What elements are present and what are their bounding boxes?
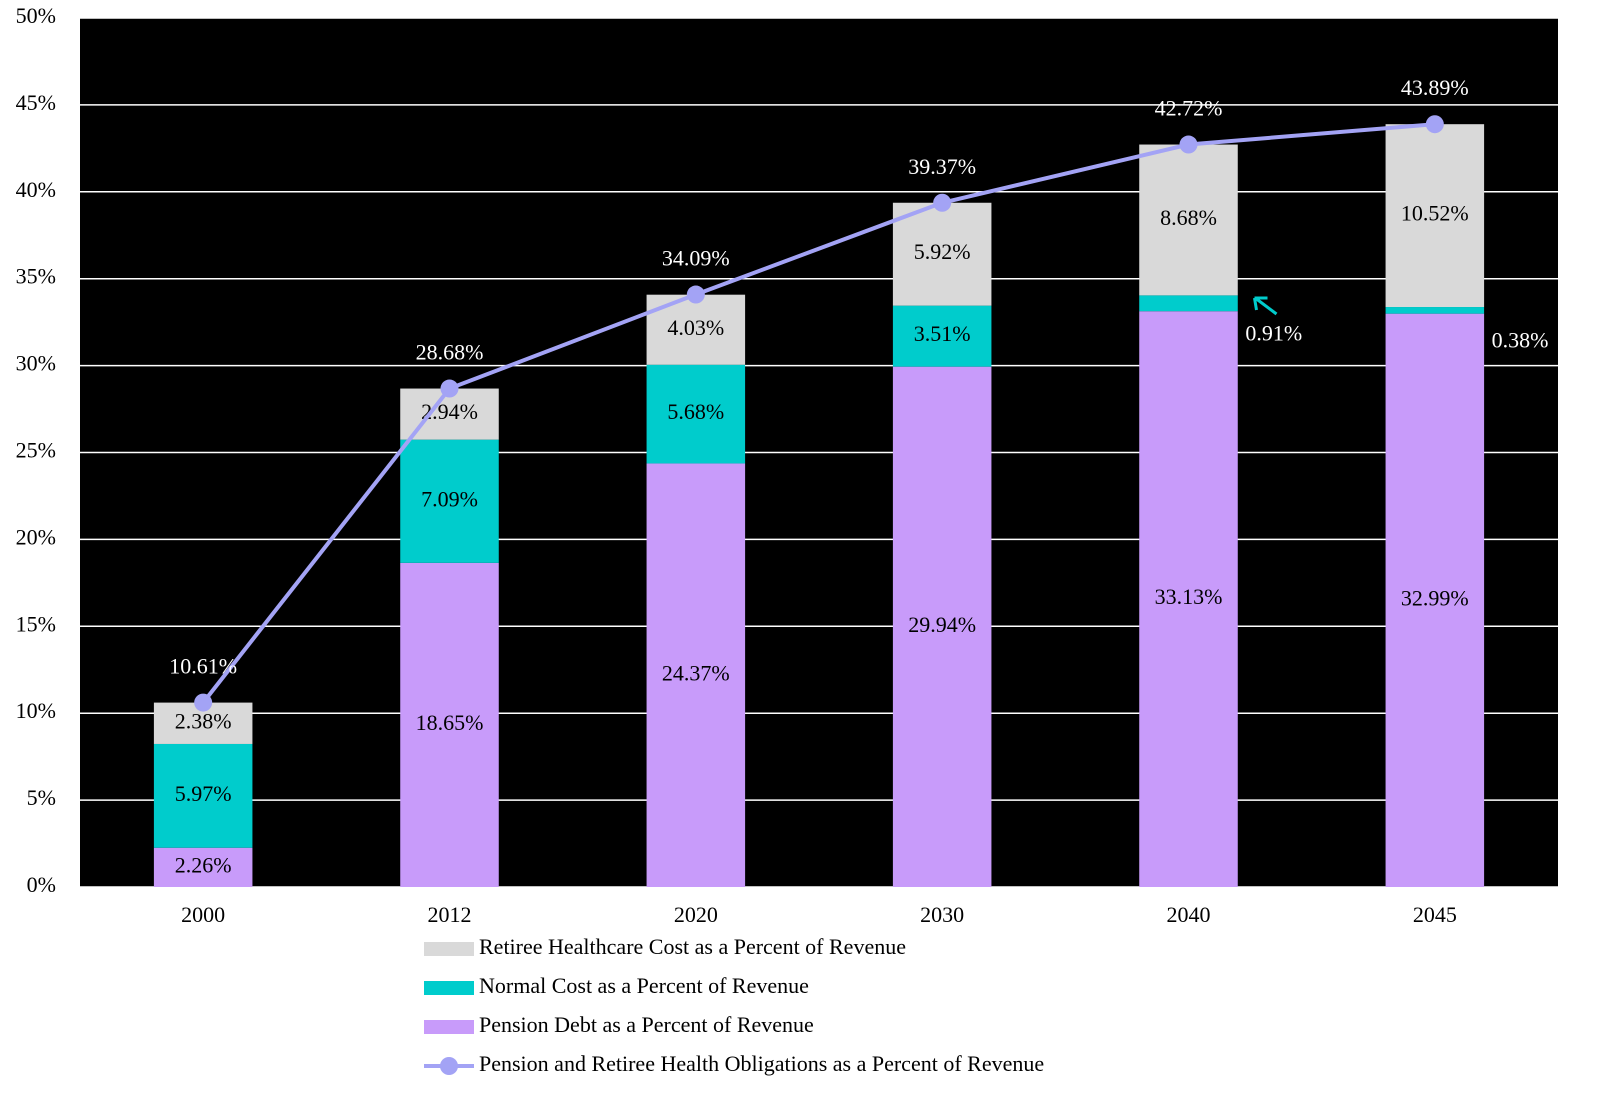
bar-segment: [1385, 307, 1485, 314]
bar-segment: [892, 202, 992, 306]
line-marker: [194, 693, 213, 712]
line-marker: [933, 193, 952, 212]
y-tick-label: 20%: [16, 524, 56, 549]
data-label: 33.13%: [1155, 584, 1223, 609]
bar-segment: [1139, 295, 1238, 312]
line-marker: [1179, 135, 1198, 154]
bar-segment: [892, 305, 992, 367]
total-label: 43.89%: [1401, 75, 1469, 100]
y-tick-label: 5%: [27, 785, 56, 810]
x-tick-label: 2040: [1167, 902, 1211, 927]
legend-swatch: [424, 981, 474, 995]
y-tick-label: 0%: [27, 872, 56, 897]
data-label: 5.92%: [914, 239, 971, 264]
data-label: 7.09%: [421, 486, 478, 511]
y-tick-label: 30%: [16, 351, 56, 376]
bar-segment: [400, 439, 499, 563]
x-tick-label: 2012: [428, 902, 472, 927]
legend-label: Pension and Retiree Health Obligations a…: [479, 1051, 1044, 1076]
bar-segment: [153, 847, 253, 887]
annotation-arrowhead: [1253, 296, 1268, 311]
data-label: 5.68%: [667, 399, 724, 424]
x-tick-label: 2020: [674, 902, 718, 927]
legend-label: Pension Debt as a Percent of Revenue: [479, 1012, 814, 1037]
line-marker: [686, 285, 705, 304]
data-label: 4.03%: [667, 315, 724, 340]
x-tick-label: 2030: [920, 902, 964, 927]
data-label: 10.52%: [1401, 201, 1469, 226]
legend-label: Retiree Healthcare Cost as a Percent of …: [479, 934, 906, 959]
bar-segment: [1385, 313, 1485, 887]
line-marker: [440, 379, 459, 398]
data-label: 2.26%: [175, 852, 232, 877]
y-tick-label: 40%: [16, 177, 56, 202]
y-tick-label: 15%: [16, 611, 56, 636]
x-tick-label: 2000: [181, 902, 225, 927]
data-label: 18.65%: [416, 710, 484, 735]
annotation-arrow: [1255, 297, 1278, 316]
data-label: 24.37%: [662, 660, 730, 685]
y-tick-label: 25%: [16, 438, 56, 463]
data-label: 3.51%: [914, 321, 971, 346]
y-tick-label: 45%: [16, 90, 56, 115]
data-label: 5.97%: [175, 781, 232, 806]
total-label: 28.68%: [416, 340, 484, 365]
line-series: [201, 122, 1435, 704]
x-tick-label: 2045: [1413, 902, 1457, 927]
y-tick-label: 50%: [16, 3, 56, 28]
data-label: 29.94%: [908, 612, 976, 637]
bar-segment: [1139, 144, 1238, 296]
y-tick-label: 10%: [16, 698, 56, 723]
data-label: 0.38%: [1492, 327, 1549, 352]
total-label: 34.09%: [662, 246, 730, 271]
bar-segment: [646, 364, 746, 464]
data-label: 0.91%: [1245, 320, 1302, 345]
bar-segment: [153, 743, 253, 848]
legend-swatch: [424, 942, 474, 956]
y-tick-label: 35%: [16, 264, 56, 289]
line-marker: [1425, 115, 1444, 134]
bar-segment: [1139, 311, 1238, 888]
bar-segment: [1385, 124, 1485, 308]
bar-segment: [892, 366, 992, 887]
total-label: 39.37%: [908, 154, 976, 179]
data-label: 32.99%: [1401, 585, 1469, 610]
legend-swatch: [424, 1020, 474, 1034]
bar-segment: [646, 463, 746, 887]
data-label: 8.68%: [1160, 205, 1217, 230]
bar-segment: [400, 562, 499, 887]
data-label: 2.38%: [175, 708, 232, 733]
total-label: 42.72%: [1155, 96, 1223, 121]
total-label: 10.61%: [169, 654, 237, 679]
legend-marker: [440, 1057, 458, 1075]
legend-label: Normal Cost as a Percent of Revenue: [479, 973, 809, 998]
